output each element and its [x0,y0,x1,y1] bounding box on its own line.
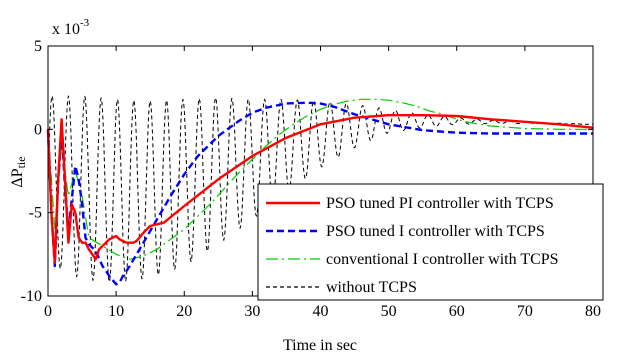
x-tick-label: 80 [585,303,601,320]
y-tick-label: -5 [29,205,42,222]
legend-label: PSO tuned PI controller with TCPS [326,195,554,212]
x-tick-label: 70 [517,303,533,320]
ticks-layer: 0 10 20 30 40 50 60 70 80 -10 -5 0 5 [21,38,601,320]
series-line [47,95,593,283]
y-axis-label-main: ΔP [9,168,26,187]
series-line [47,98,593,260]
x-tick-label: 20 [176,303,192,320]
svg-text:ΔPtie: ΔPtie [9,156,28,187]
x-tick-label: 60 [449,303,465,320]
legend-label: PSO tuned I controller with TCPS [326,223,545,240]
x-tick-label: 40 [313,303,329,320]
x-tick-label: 50 [381,303,397,320]
y-tick-label: 0 [34,121,42,138]
y-tick-label: 5 [34,38,42,55]
x-tick-label: 0 [44,303,52,320]
legend-label: without TCPS [326,279,417,296]
exponent-label: x 10-3 [52,17,90,38]
y-tick-label: -10 [21,288,42,305]
legend: PSO tuned PI controller with TCPS PSO tun… [257,183,604,301]
y-axis-label: ΔPtie [9,156,28,187]
y-axis-label-sub: tie [14,156,28,168]
series-layer [46,95,594,286]
x-axis-label: Time in sec [283,337,357,354]
series-line [46,113,594,264]
x-tick-label: 30 [244,303,260,320]
exponent-power: -3 [80,17,90,29]
legend-label: conventional I controller with TCPS [326,251,559,268]
x-tick-label: 10 [108,303,124,320]
